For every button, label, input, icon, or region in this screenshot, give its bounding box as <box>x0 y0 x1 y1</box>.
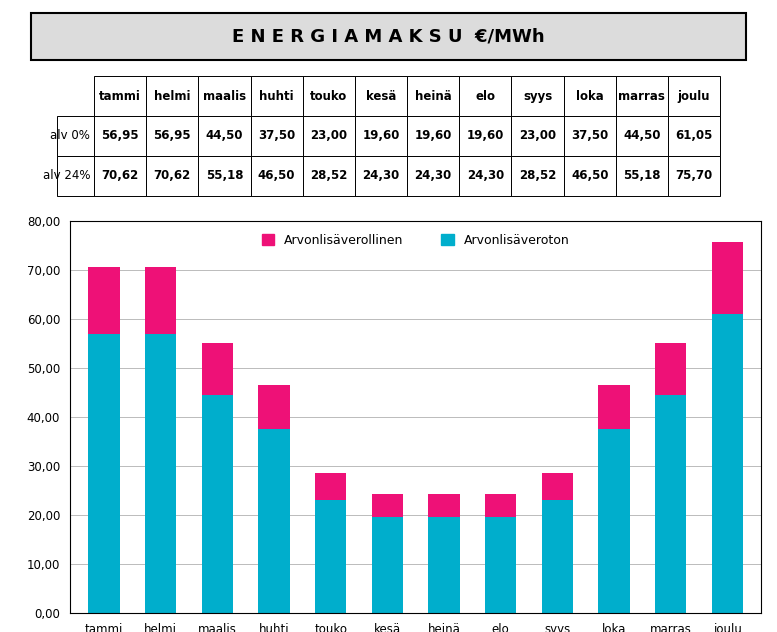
Bar <box>598 429 629 613</box>
Bar <box>145 334 176 613</box>
Bar <box>371 517 403 613</box>
Bar <box>542 473 573 501</box>
Bar <box>259 429 290 613</box>
Bar <box>655 395 686 613</box>
FancyBboxPatch shape <box>31 13 746 60</box>
Bar <box>371 494 403 517</box>
Bar <box>485 517 516 613</box>
Text: E N E R G I A M A K S U  €/MWh: E N E R G I A M A K S U €/MWh <box>232 27 545 46</box>
Bar <box>598 386 629 429</box>
Bar <box>655 343 686 395</box>
Legend: Arvonlisäverollinen, Arvonlisäveroton: Arvonlisäverollinen, Arvonlisäveroton <box>256 228 576 253</box>
Bar <box>712 242 743 314</box>
Bar <box>315 501 347 613</box>
Bar <box>145 267 176 334</box>
Bar <box>202 343 233 395</box>
Bar <box>428 517 460 613</box>
Bar <box>542 501 573 613</box>
Bar <box>202 395 233 613</box>
Bar <box>315 473 347 501</box>
Bar <box>428 494 460 517</box>
Bar <box>712 314 743 613</box>
Bar <box>259 386 290 429</box>
Bar <box>89 267 120 334</box>
Bar <box>485 494 516 517</box>
Bar <box>89 334 120 613</box>
